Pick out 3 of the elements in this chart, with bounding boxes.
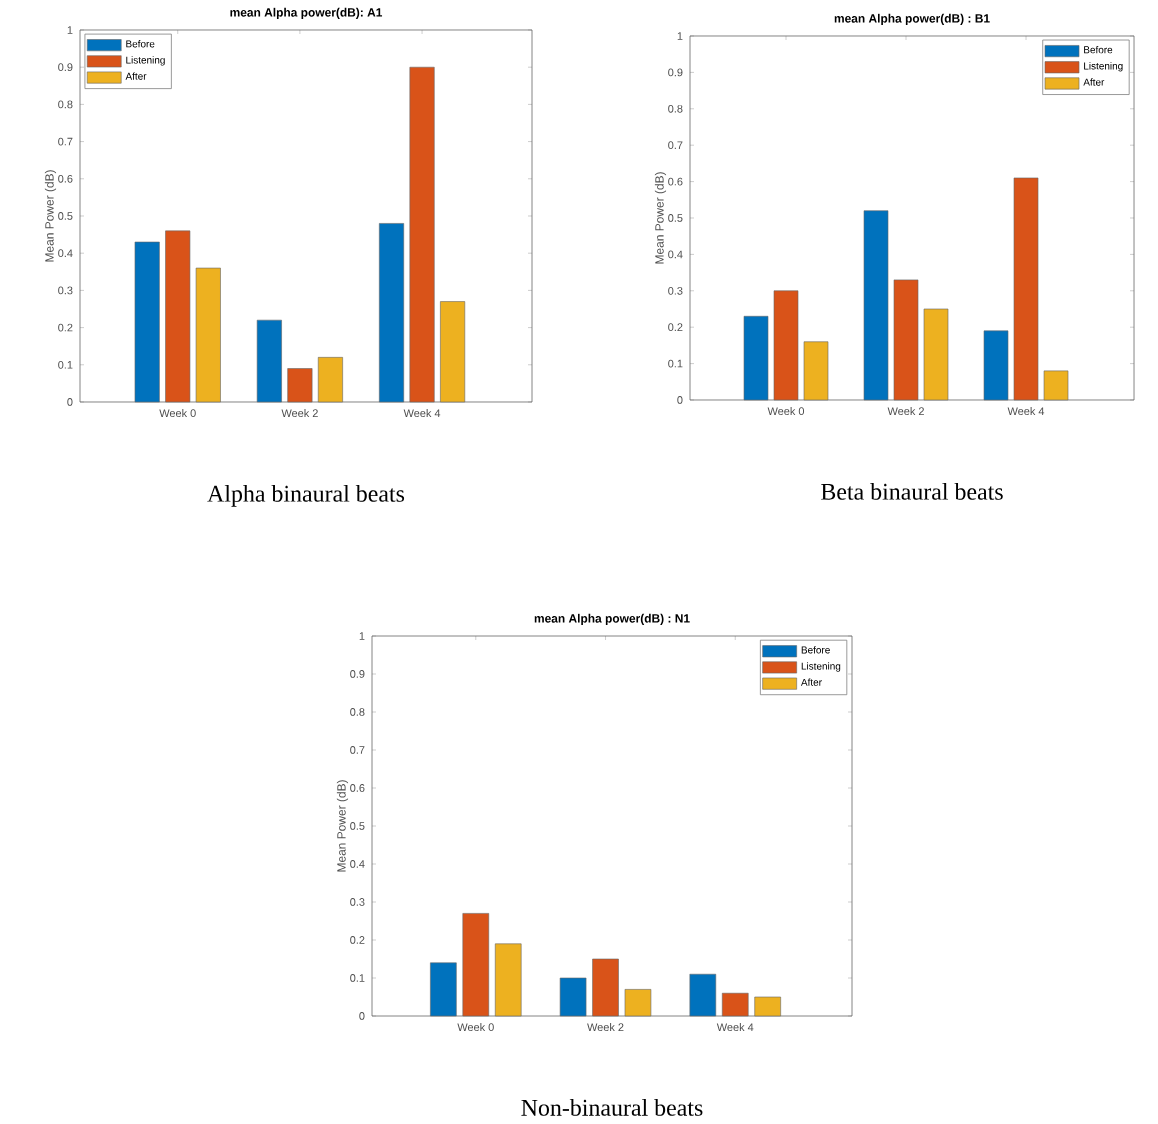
text: Beta binaural beats: [821, 483, 1003, 500]
text: Alpha binaural beats: [207, 485, 405, 507]
text: Non-binaural beats: [521, 1099, 703, 1116]
